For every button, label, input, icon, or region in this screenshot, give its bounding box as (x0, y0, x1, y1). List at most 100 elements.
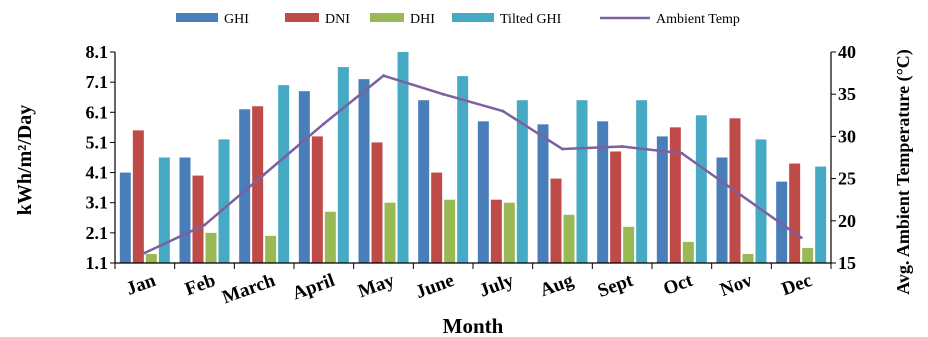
point-ambient-temp-jan (143, 251, 147, 255)
y-left-tick-label: 2.1 (86, 223, 109, 243)
bar-ghi-jan (119, 172, 131, 263)
y-left-tick-label: 8.1 (86, 42, 109, 62)
y-right-tick-label: 35 (838, 84, 856, 104)
point-ambient-temp-may (382, 74, 385, 78)
x-tick-label-july: July (477, 270, 517, 302)
y-axis-left-ticks: 1.1 2.1 3.1 4.1 5.1 6.1 7.1 8.1 (86, 42, 115, 273)
bar-tilted-ghi-june (457, 76, 469, 263)
axes (114, 52, 832, 269)
y-right-tick-label: 30 (838, 126, 856, 146)
bar-ghi-oct (656, 136, 668, 263)
bar-dni-march (252, 106, 264, 263)
line-ambient-temp (144, 74, 802, 255)
bar-dni-oct (669, 127, 681, 263)
x-tick-label-may: May (355, 270, 397, 303)
y-left-tick-label: 3.1 (86, 193, 109, 213)
y-axis-right-title: Avg. Ambient Temperature (°C) (893, 49, 914, 295)
x-tick-label-feb: Feb (182, 270, 218, 300)
bar-dni-jan (132, 130, 144, 263)
bar-tilted-ghi-sept (636, 100, 648, 263)
bar-dni-sept (610, 151, 622, 263)
bar-dni-aug (550, 178, 562, 263)
point-ambient-temp-june (441, 92, 445, 96)
bar-dhi-oct (682, 241, 694, 263)
y-right-tick-label: 20 (838, 211, 856, 231)
bar-tilted-ghi-july (516, 100, 528, 263)
y-right-tick-label: 15 (838, 253, 856, 273)
legend-swatch-dni (285, 13, 319, 22)
legend-swatch-tilted-ghi (452, 13, 494, 22)
y-axis-left-title: kWh/m²/Day (14, 105, 36, 215)
x-tick-label-dec: Dec (779, 270, 815, 300)
bar-dni-june (431, 172, 443, 263)
bar-ghi-july (477, 121, 489, 263)
bar-dhi-aug (563, 214, 575, 263)
bar-dni-dec (789, 163, 801, 263)
point-ambient-temp-feb (203, 223, 206, 227)
bar-dni-april (311, 136, 323, 263)
bar-dhi-nov (742, 253, 754, 263)
bar-tilted-ghi-jan (158, 157, 170, 263)
y-left-tick-label: 4.1 (86, 163, 109, 183)
bar-dhi-jan (145, 253, 157, 263)
bar-ghi-aug (537, 124, 549, 263)
bar-dni-may (371, 142, 383, 263)
legend-swatch-dhi (370, 13, 404, 22)
legend-label-dhi: DHI (410, 12, 435, 27)
legend-label-ambient-temp: Ambient Temp (656, 12, 740, 27)
x-tick-label-sept: Sept (595, 270, 637, 302)
x-tick-label-march: March (219, 270, 278, 309)
line-series-group (143, 74, 803, 255)
bar-tilted-ghi-march (278, 85, 290, 264)
x-tick-label-nov: Nov (717, 270, 755, 301)
x-tick-label-aug: Aug (537, 270, 576, 301)
bar-tilted-ghi-may (397, 52, 409, 263)
x-tick-label-oct: Oct (661, 270, 697, 300)
y-left-tick-label: 5.1 (86, 132, 109, 152)
x-tick-label-june: June (413, 270, 457, 303)
bar-dhi-march (265, 235, 277, 263)
y-axis-right-ticks: 15 20 25 30 35 40 (831, 42, 856, 273)
bar-dhi-july (503, 202, 515, 263)
bar-ghi-nov (716, 157, 728, 263)
y-right-tick-label: 25 (838, 169, 856, 189)
bar-dni-feb (192, 175, 204, 263)
point-ambient-temp-april (322, 122, 326, 126)
legend-label-ghi: GHI (224, 12, 249, 27)
y-left-tick-label: 1.1 (86, 253, 109, 273)
bar-tilted-ghi-oct (695, 115, 707, 263)
bar-dhi-sept (623, 226, 635, 263)
legend-swatch-ghi (176, 13, 218, 22)
point-ambient-temp-aug (561, 147, 564, 151)
bar-ghi-dec (776, 181, 788, 263)
legend-label-dni: DNI (325, 12, 350, 27)
point-ambient-temp-dec (799, 236, 803, 240)
point-ambient-temp-nov (740, 193, 743, 197)
point-ambient-temp-sept (620, 145, 624, 149)
bar-dhi-june (444, 199, 456, 263)
bar-ghi-june (418, 100, 430, 263)
bar-series-group (119, 52, 827, 264)
bar-dhi-dec (802, 247, 814, 263)
x-tick-label-april: April (290, 270, 338, 305)
x-axis-ticks: Jan Feb March April May June July Aug Sept Oct Nov… (124, 270, 815, 309)
bar-ghi-feb (179, 157, 191, 263)
y-left-tick-label: 6.1 (86, 102, 109, 122)
bar-dhi-may (384, 202, 396, 263)
bar-tilted-ghi-nov (755, 139, 767, 263)
bar-tilted-ghi-aug (576, 100, 588, 263)
x-axis-title: Month (443, 314, 504, 337)
bar-tilted-ghi-dec (815, 166, 827, 263)
bar-ghi-april (298, 91, 310, 263)
bar-tilted-ghi-feb (218, 139, 230, 263)
point-ambient-temp-march (262, 172, 266, 176)
legend-label-tilted-ghi: Tilted GHI (500, 12, 562, 27)
y-right-tick-label: 40 (838, 42, 856, 62)
x-tick-label-jan: Jan (124, 270, 159, 300)
bar-ghi-sept (597, 121, 609, 263)
point-ambient-temp-july (501, 109, 505, 113)
bar-tilted-ghi-april (337, 67, 349, 263)
bar-ghi-may (358, 79, 370, 263)
legend: GHI DNI DHI Tilted GHI Ambient Temp (176, 12, 740, 27)
